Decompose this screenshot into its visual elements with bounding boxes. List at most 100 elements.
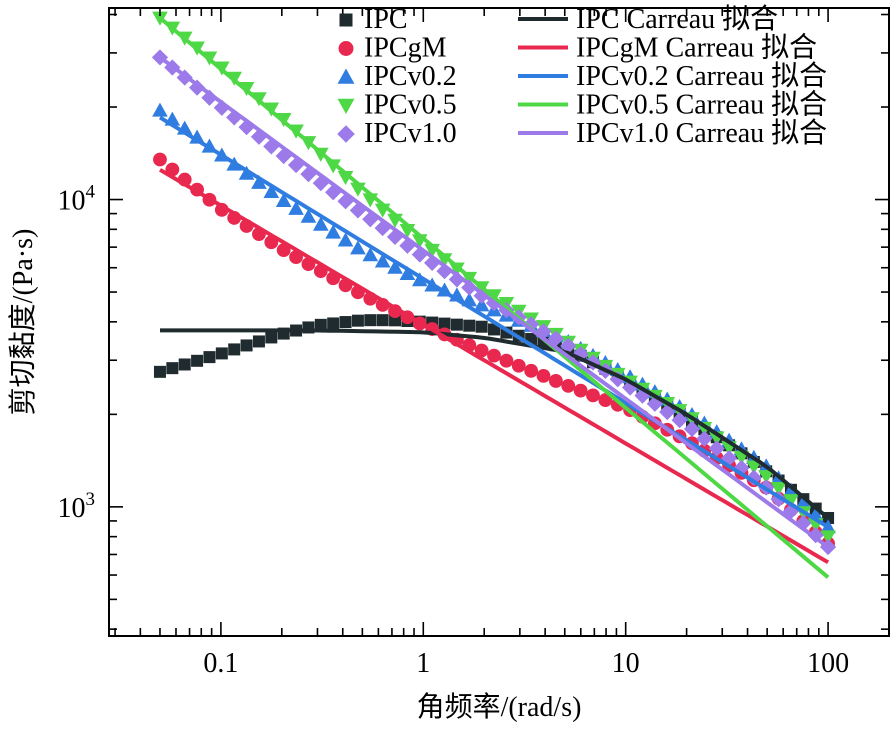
x-tick-label: 10 <box>612 648 640 679</box>
data-point <box>399 265 416 281</box>
data-point <box>215 347 228 360</box>
x-tick-label: 1 <box>416 648 430 679</box>
tick-labels-layer: 0.1 1 10 100 103 104 <box>58 182 850 679</box>
data-point <box>325 159 341 174</box>
data-point <box>436 253 453 268</box>
data-point <box>524 363 539 378</box>
data-point <box>364 314 377 327</box>
legend-item-ipcv1-0-carreau: IPCv1.0 Carreau 拟合 <box>518 117 827 149</box>
y-axis-title: 剪切黏度/(Pa·s) <box>7 229 39 416</box>
legend-item-ipc: IPC <box>339 4 408 35</box>
data-point <box>758 470 775 485</box>
data-point <box>376 314 389 327</box>
data-point <box>265 331 278 344</box>
legend-marker <box>337 98 355 114</box>
legend-item-ipcv0-5: IPCv0.5 <box>337 90 457 121</box>
data-point <box>287 156 305 174</box>
data-point <box>536 368 551 383</box>
legend-label: IPCv0.5 Carreau 拟合 <box>576 89 827 121</box>
data-point <box>411 272 428 287</box>
data-point <box>547 330 564 347</box>
legend-item-ipcv0-2: IPCv0.2 <box>337 61 457 92</box>
data-point <box>411 246 428 263</box>
data-point <box>191 354 204 367</box>
legend-item-ipc-carreau: IPC Carreau 拟合 <box>518 3 778 35</box>
legend-label: IPCv0.2 Carreau 拟合 <box>576 60 827 92</box>
series-ipcv1-0 <box>151 49 837 556</box>
legend-label: IPCv0.2 <box>364 61 457 92</box>
data-point <box>250 128 268 145</box>
data-point <box>325 184 342 201</box>
data-point <box>252 335 265 348</box>
data-point <box>275 147 292 165</box>
data-point <box>374 253 391 268</box>
fit-line-ipcv0-5-carreau <box>158 16 830 579</box>
data-point <box>473 297 490 312</box>
data-point <box>820 530 836 545</box>
data-point <box>263 183 280 199</box>
data-point <box>573 383 588 398</box>
legend-label: IPCv1.0 Carreau 拟合 <box>576 117 827 149</box>
legend-item-ipcgm: IPCgM <box>338 33 447 64</box>
legend-label: IPC Carreau 拟合 <box>576 3 778 35</box>
data-point <box>313 216 329 231</box>
data-point <box>720 450 738 467</box>
legend-marker <box>337 68 355 84</box>
data-point <box>511 358 526 373</box>
data-point <box>438 317 451 330</box>
data-point <box>659 403 676 421</box>
fit-line-ipcv1-0-carreau <box>158 55 830 549</box>
data-point <box>399 237 416 254</box>
ticks-layer <box>109 8 890 636</box>
data-point <box>572 346 589 363</box>
legend-item-ipcv1-0: IPCv1.0 <box>337 118 457 149</box>
legend-item-ipcgm-carreau: IPCgM Carreau 拟合 <box>518 32 817 64</box>
legend-item-ipcv0-2-carreau: IPCv0.2 Carreau 拟合 <box>518 60 827 92</box>
data-point <box>463 319 476 332</box>
data-point <box>386 228 404 245</box>
legend-label: IPC <box>364 4 408 35</box>
data-point <box>746 460 762 475</box>
legend-label: IPCgM Carreau 拟合 <box>576 32 817 64</box>
data-point <box>325 224 341 239</box>
data-point <box>339 316 352 329</box>
data-point <box>312 175 329 192</box>
data-point <box>275 192 292 207</box>
data-point <box>561 379 576 393</box>
data-point <box>548 374 563 388</box>
data-point <box>683 420 701 438</box>
data-point <box>288 200 304 215</box>
series-layer <box>151 11 837 579</box>
data-point <box>314 318 327 331</box>
data-point <box>240 339 253 352</box>
data-point <box>389 314 402 327</box>
data-point <box>152 102 168 117</box>
data-point <box>487 348 501 363</box>
data-point <box>488 323 501 336</box>
series-ipc <box>153 314 835 524</box>
data-point <box>153 152 167 167</box>
y-tick-label: 103 <box>58 489 96 524</box>
data-point <box>228 343 241 356</box>
data-point <box>609 371 626 388</box>
data-point <box>708 440 725 457</box>
data-point <box>782 503 800 520</box>
data-point <box>300 208 317 223</box>
data-point <box>387 259 403 274</box>
data-point <box>251 174 267 189</box>
data-point <box>450 318 463 331</box>
data-point <box>178 358 191 371</box>
data-point <box>474 343 489 358</box>
data-point <box>770 482 787 497</box>
legend-label: IPCv1.0 <box>364 118 457 149</box>
data-point <box>745 469 762 486</box>
data-point <box>499 353 514 368</box>
legend-label: IPCgM <box>364 33 447 64</box>
data-point <box>783 482 799 497</box>
data-point <box>696 430 713 447</box>
data-point <box>188 79 206 96</box>
fit-line-ipc-carreau <box>160 328 830 520</box>
legend-marker <box>339 13 353 27</box>
